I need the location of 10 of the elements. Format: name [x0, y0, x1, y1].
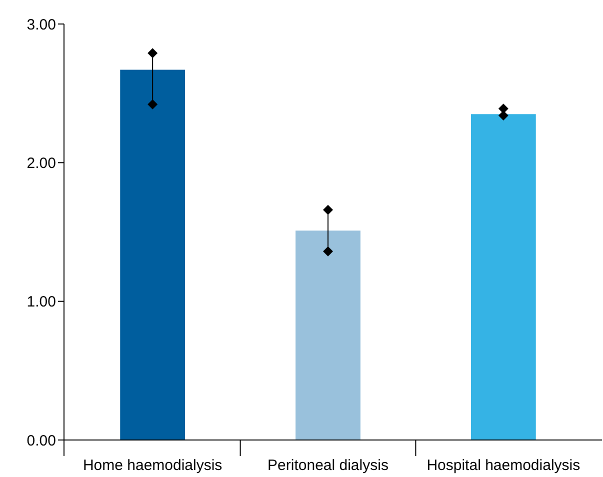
- y-tick-label: 3.00: [26, 16, 56, 34]
- x-tick-label: Home haemodialysis: [82, 457, 222, 474]
- y-tick-label: 1.00: [26, 294, 56, 311]
- y-tick-label: 2.00: [26, 154, 56, 172]
- x-tick-label: Peritoneal dialysis: [268, 457, 388, 474]
- bar: [120, 70, 186, 440]
- x-tick-label: Hospital haemodialysis: [426, 457, 580, 474]
- y-tick-label: 0.00: [26, 432, 56, 450]
- bar: [470, 114, 536, 440]
- bar: [296, 230, 360, 440]
